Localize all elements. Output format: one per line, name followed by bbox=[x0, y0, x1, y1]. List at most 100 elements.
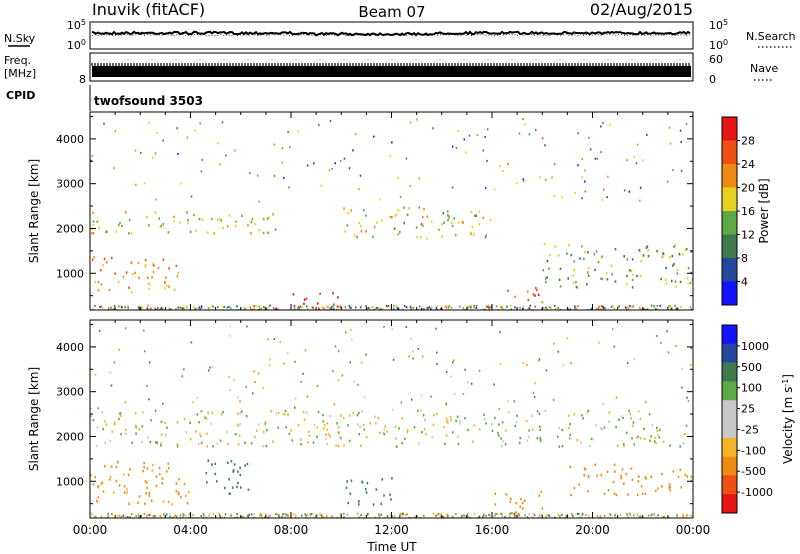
velocity-cell bbox=[458, 419, 461, 422]
velocity-cell bbox=[643, 427, 645, 431]
power-cell bbox=[173, 220, 176, 223]
velocity-cell bbox=[198, 421, 200, 424]
colorbar-swatch bbox=[722, 362, 737, 382]
velocity-cell bbox=[118, 348, 120, 351]
power-cell bbox=[301, 305, 303, 308]
power-cell bbox=[680, 306, 682, 309]
velocity-cell bbox=[383, 432, 386, 436]
power-cell bbox=[470, 211, 473, 214]
power-cell bbox=[632, 305, 634, 308]
velocity-cell bbox=[648, 413, 651, 416]
velocity-cell bbox=[565, 515, 567, 518]
power-cell bbox=[147, 282, 150, 285]
velocity-cell bbox=[145, 492, 147, 495]
power-cell bbox=[545, 306, 547, 309]
velocity-cell bbox=[466, 515, 469, 518]
power-cell bbox=[548, 306, 551, 309]
power-cell bbox=[534, 305, 536, 308]
velocity-cell bbox=[522, 362, 525, 364]
velocity-cell bbox=[237, 470, 239, 473]
velocity-cell bbox=[235, 516, 237, 518]
velocity-cell bbox=[609, 513, 612, 516]
power-cell bbox=[269, 304, 271, 307]
velocity-cell bbox=[223, 516, 226, 518]
velocity-cell bbox=[559, 516, 561, 518]
velocity-cell bbox=[209, 366, 211, 369]
power-cell bbox=[228, 305, 230, 308]
velocity-cell bbox=[445, 404, 447, 406]
velocity-cell bbox=[166, 513, 168, 516]
velocity-cell bbox=[113, 423, 116, 426]
velocity-cell bbox=[681, 386, 683, 389]
power-cell bbox=[212, 305, 215, 308]
velocity-cell bbox=[580, 441, 582, 444]
velocity-cell bbox=[291, 439, 294, 442]
velocity-cell bbox=[185, 494, 187, 497]
power-cell bbox=[602, 188, 605, 191]
velocity-cell bbox=[143, 462, 145, 465]
velocity-cell bbox=[526, 439, 529, 442]
velocity-cell bbox=[461, 514, 463, 517]
power-cell bbox=[114, 130, 117, 133]
velocity-cell bbox=[182, 514, 185, 517]
colorbar-tick-label: 8 bbox=[741, 252, 748, 265]
velocity-cell bbox=[391, 328, 393, 331]
power-cell bbox=[289, 146, 291, 149]
velocity-cell bbox=[240, 486, 242, 489]
velocity-cell bbox=[436, 351, 438, 354]
velocity-cell bbox=[287, 514, 290, 517]
velocity-cell bbox=[102, 490, 105, 493]
velocity-cell bbox=[236, 513, 238, 515]
velocity-cell bbox=[229, 325, 232, 328]
velocity-cell bbox=[467, 516, 470, 518]
velocity-cell bbox=[658, 436, 661, 439]
power-cell bbox=[144, 265, 146, 268]
power-cell bbox=[119, 305, 121, 308]
power-cell bbox=[199, 308, 201, 310]
velocity-cell bbox=[219, 516, 221, 518]
power-cell bbox=[277, 308, 280, 310]
velocity-cell bbox=[287, 352, 289, 355]
power-cell bbox=[147, 276, 149, 280]
power-cell bbox=[441, 223, 443, 226]
power-cell bbox=[536, 288, 538, 292]
power-cell bbox=[225, 154, 227, 157]
power-cell bbox=[155, 198, 157, 201]
velocity-cell bbox=[606, 470, 609, 473]
power-cell bbox=[151, 276, 153, 279]
velocity-cell bbox=[623, 482, 625, 485]
velocity-cell bbox=[123, 473, 125, 476]
power-cell bbox=[475, 306, 478, 309]
power-cell bbox=[211, 305, 214, 308]
velocity-cell bbox=[369, 422, 371, 425]
velocity-cell bbox=[675, 345, 677, 347]
power-cell bbox=[125, 211, 127, 214]
power-cell bbox=[90, 159, 92, 162]
power-cell bbox=[438, 228, 440, 231]
velocity-cell bbox=[316, 385, 319, 387]
power-cell bbox=[391, 141, 393, 144]
velocity-cell bbox=[199, 432, 201, 435]
velocity-cell bbox=[348, 414, 351, 417]
power-cell bbox=[406, 213, 409, 216]
power-cell bbox=[542, 269, 545, 272]
power-cell bbox=[317, 302, 319, 305]
power-cell bbox=[642, 159, 644, 162]
velocity-cell bbox=[383, 516, 386, 518]
velocity-cell bbox=[150, 499, 153, 502]
velocity-cell bbox=[152, 515, 154, 518]
power-cell bbox=[318, 124, 320, 126]
velocity-cell bbox=[533, 396, 536, 398]
power-cell bbox=[612, 305, 614, 308]
velocity-cell bbox=[264, 516, 266, 518]
velocity-cell bbox=[189, 438, 192, 441]
velocity-cell bbox=[160, 444, 162, 447]
power-cell bbox=[200, 170, 203, 173]
power-cell bbox=[626, 159, 628, 162]
velocity-cell bbox=[682, 515, 684, 518]
nsky-frame bbox=[89, 21, 694, 50]
power-cell bbox=[671, 254, 674, 258]
velocity-cell bbox=[450, 419, 453, 422]
power-heatmap bbox=[90, 118, 693, 310]
velocity-cell bbox=[228, 492, 231, 495]
